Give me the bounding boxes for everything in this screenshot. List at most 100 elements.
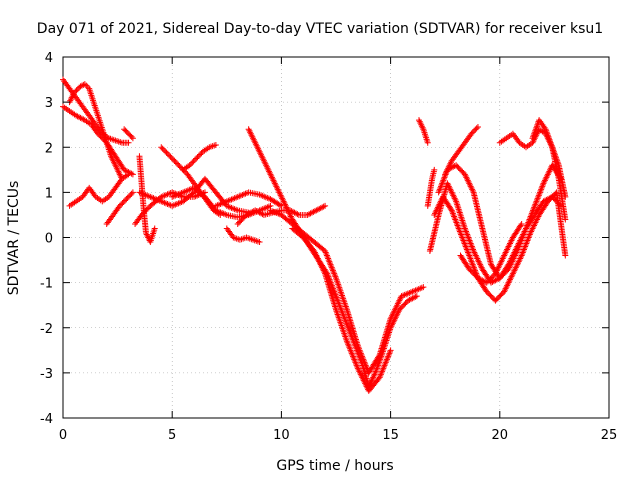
data-trace bbox=[225, 212, 239, 220]
data-trace bbox=[185, 172, 196, 185]
data-point bbox=[562, 252, 569, 259]
data-trace bbox=[86, 87, 97, 104]
data-trace bbox=[493, 289, 506, 303]
data-trace bbox=[484, 271, 498, 285]
data-trace bbox=[427, 213, 442, 253]
data-trace bbox=[288, 208, 301, 218]
data-trace bbox=[514, 226, 529, 253]
data-point bbox=[256, 239, 263, 246]
data-series bbox=[424, 166, 438, 209]
data-trace bbox=[314, 203, 327, 213]
data-trace bbox=[89, 123, 100, 136]
data-trace bbox=[172, 159, 183, 170]
data-trace bbox=[224, 226, 236, 239]
data-trace bbox=[479, 227, 494, 267]
data-series bbox=[431, 189, 569, 304]
data-point bbox=[151, 225, 158, 232]
data-trace bbox=[235, 213, 249, 226]
data-trace bbox=[78, 81, 87, 89]
data-trace bbox=[456, 141, 467, 154]
data-trace bbox=[159, 190, 174, 200]
data-trace bbox=[100, 195, 111, 204]
data-trace bbox=[166, 152, 177, 163]
data-trace bbox=[290, 222, 305, 235]
data-trace bbox=[214, 208, 229, 218]
data-trace bbox=[416, 118, 426, 131]
axis-ticks: 0 5 10 15 20 25 -4 -3 -2 -1 0 1 2 3 4 bbox=[40, 51, 617, 443]
data-trace bbox=[245, 235, 255, 243]
data-trace bbox=[427, 177, 435, 194]
data-series bbox=[212, 189, 285, 209]
data-point bbox=[125, 171, 132, 178]
data-trace bbox=[453, 199, 468, 230]
data-trace bbox=[279, 213, 294, 226]
data-trace bbox=[504, 131, 515, 141]
data-trace bbox=[301, 231, 316, 244]
data-trace bbox=[187, 156, 198, 167]
data-trace bbox=[253, 208, 266, 218]
data-trace bbox=[133, 213, 144, 226]
y-tick-label: -1 bbox=[40, 277, 53, 292]
data-point bbox=[164, 151, 171, 158]
data-series bbox=[234, 202, 329, 227]
data-point bbox=[518, 220, 525, 227]
data-trace bbox=[344, 308, 361, 348]
data-point bbox=[424, 139, 431, 146]
data-trace bbox=[108, 154, 120, 172]
data-trace bbox=[425, 191, 433, 208]
data-trace bbox=[290, 226, 305, 240]
data-point bbox=[116, 202, 123, 209]
data-point bbox=[129, 189, 136, 196]
y-tick-label: -2 bbox=[40, 322, 53, 337]
data-trace bbox=[510, 132, 522, 145]
data-trace bbox=[532, 181, 546, 208]
data-trace bbox=[107, 135, 117, 143]
data-series bbox=[66, 81, 125, 182]
y-tick-label: 0 bbox=[45, 232, 53, 247]
data-trace bbox=[377, 348, 393, 379]
data-trace bbox=[388, 308, 402, 330]
data-trace bbox=[406, 293, 419, 303]
data-trace bbox=[458, 253, 472, 271]
x-tick-label: 0 bbox=[59, 428, 67, 443]
data-trace bbox=[333, 294, 348, 321]
data-trace bbox=[449, 208, 463, 235]
data-trace bbox=[440, 195, 454, 213]
data-series bbox=[121, 126, 136, 142]
data-trace bbox=[61, 78, 72, 91]
data-point bbox=[212, 141, 219, 148]
x-axis-label: GPS time / hours bbox=[276, 458, 393, 474]
data-trace bbox=[366, 375, 382, 393]
y-tick-label: 4 bbox=[45, 51, 53, 66]
data-trace bbox=[537, 118, 548, 131]
data-trace bbox=[541, 163, 555, 185]
data-trace bbox=[281, 199, 295, 221]
data-trace bbox=[333, 308, 350, 343]
data-trace bbox=[181, 190, 196, 204]
data-series bbox=[103, 189, 136, 227]
data-trace bbox=[377, 317, 394, 357]
data-trace bbox=[255, 145, 269, 167]
data-trace bbox=[458, 231, 472, 258]
data-trace bbox=[543, 127, 555, 149]
data-trace bbox=[104, 141, 114, 158]
data-trace bbox=[104, 213, 116, 226]
data-trace bbox=[556, 163, 568, 199]
data-point bbox=[171, 157, 178, 164]
data-trace bbox=[442, 159, 455, 176]
data-point bbox=[158, 144, 165, 151]
data-trace bbox=[272, 181, 286, 203]
data-trace bbox=[420, 127, 431, 145]
data-trace bbox=[301, 235, 317, 253]
data-trace bbox=[74, 96, 85, 109]
data-trace bbox=[366, 353, 382, 375]
data-trace bbox=[238, 235, 248, 243]
data-series bbox=[442, 123, 481, 178]
data-trace bbox=[411, 284, 425, 295]
data-trace bbox=[400, 289, 414, 299]
data-trace bbox=[263, 163, 278, 185]
data-trace bbox=[106, 186, 118, 199]
data-trace bbox=[247, 189, 261, 198]
data-trace bbox=[498, 267, 511, 280]
